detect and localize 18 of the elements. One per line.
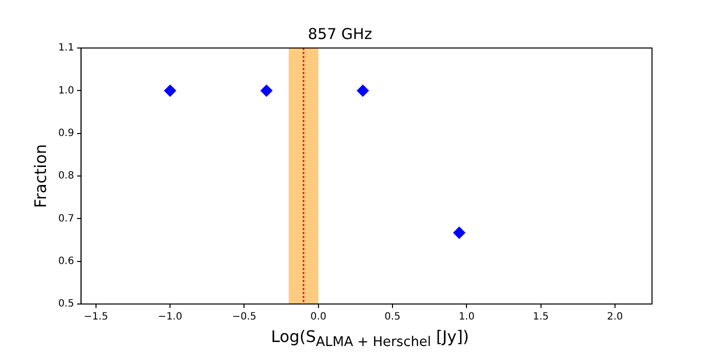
x-tick-label: −1.5 xyxy=(84,312,108,323)
y-tick-label: 0.9 xyxy=(58,128,74,139)
y-tick-label: 1.0 xyxy=(58,85,74,96)
x-tick-label: 0.5 xyxy=(384,312,400,323)
x-tick-label: 1.5 xyxy=(532,312,549,323)
y-axis-title: Fraction xyxy=(30,144,50,208)
x-axis-title: Log(S$_{ALMA + Herschel}$ [Jy]) xyxy=(270,326,470,352)
y-tick-label: 0.6 xyxy=(58,256,74,267)
y-tick-label: 0.7 xyxy=(58,213,74,224)
x-tick-label: 1.0 xyxy=(458,312,475,323)
y-tick-label: 0.8 xyxy=(58,170,74,182)
x-tick-label: 2.0 xyxy=(606,312,623,323)
x-tick-label: −1.0 xyxy=(158,312,182,323)
y-tick-label: 1.1 xyxy=(58,42,74,54)
x-tick-label: 0.0 xyxy=(310,312,326,323)
chart-title: 857 GHz xyxy=(308,24,372,43)
x-tick-label: −0.5 xyxy=(232,312,256,323)
y-tick-label: 0.5 xyxy=(58,298,74,310)
